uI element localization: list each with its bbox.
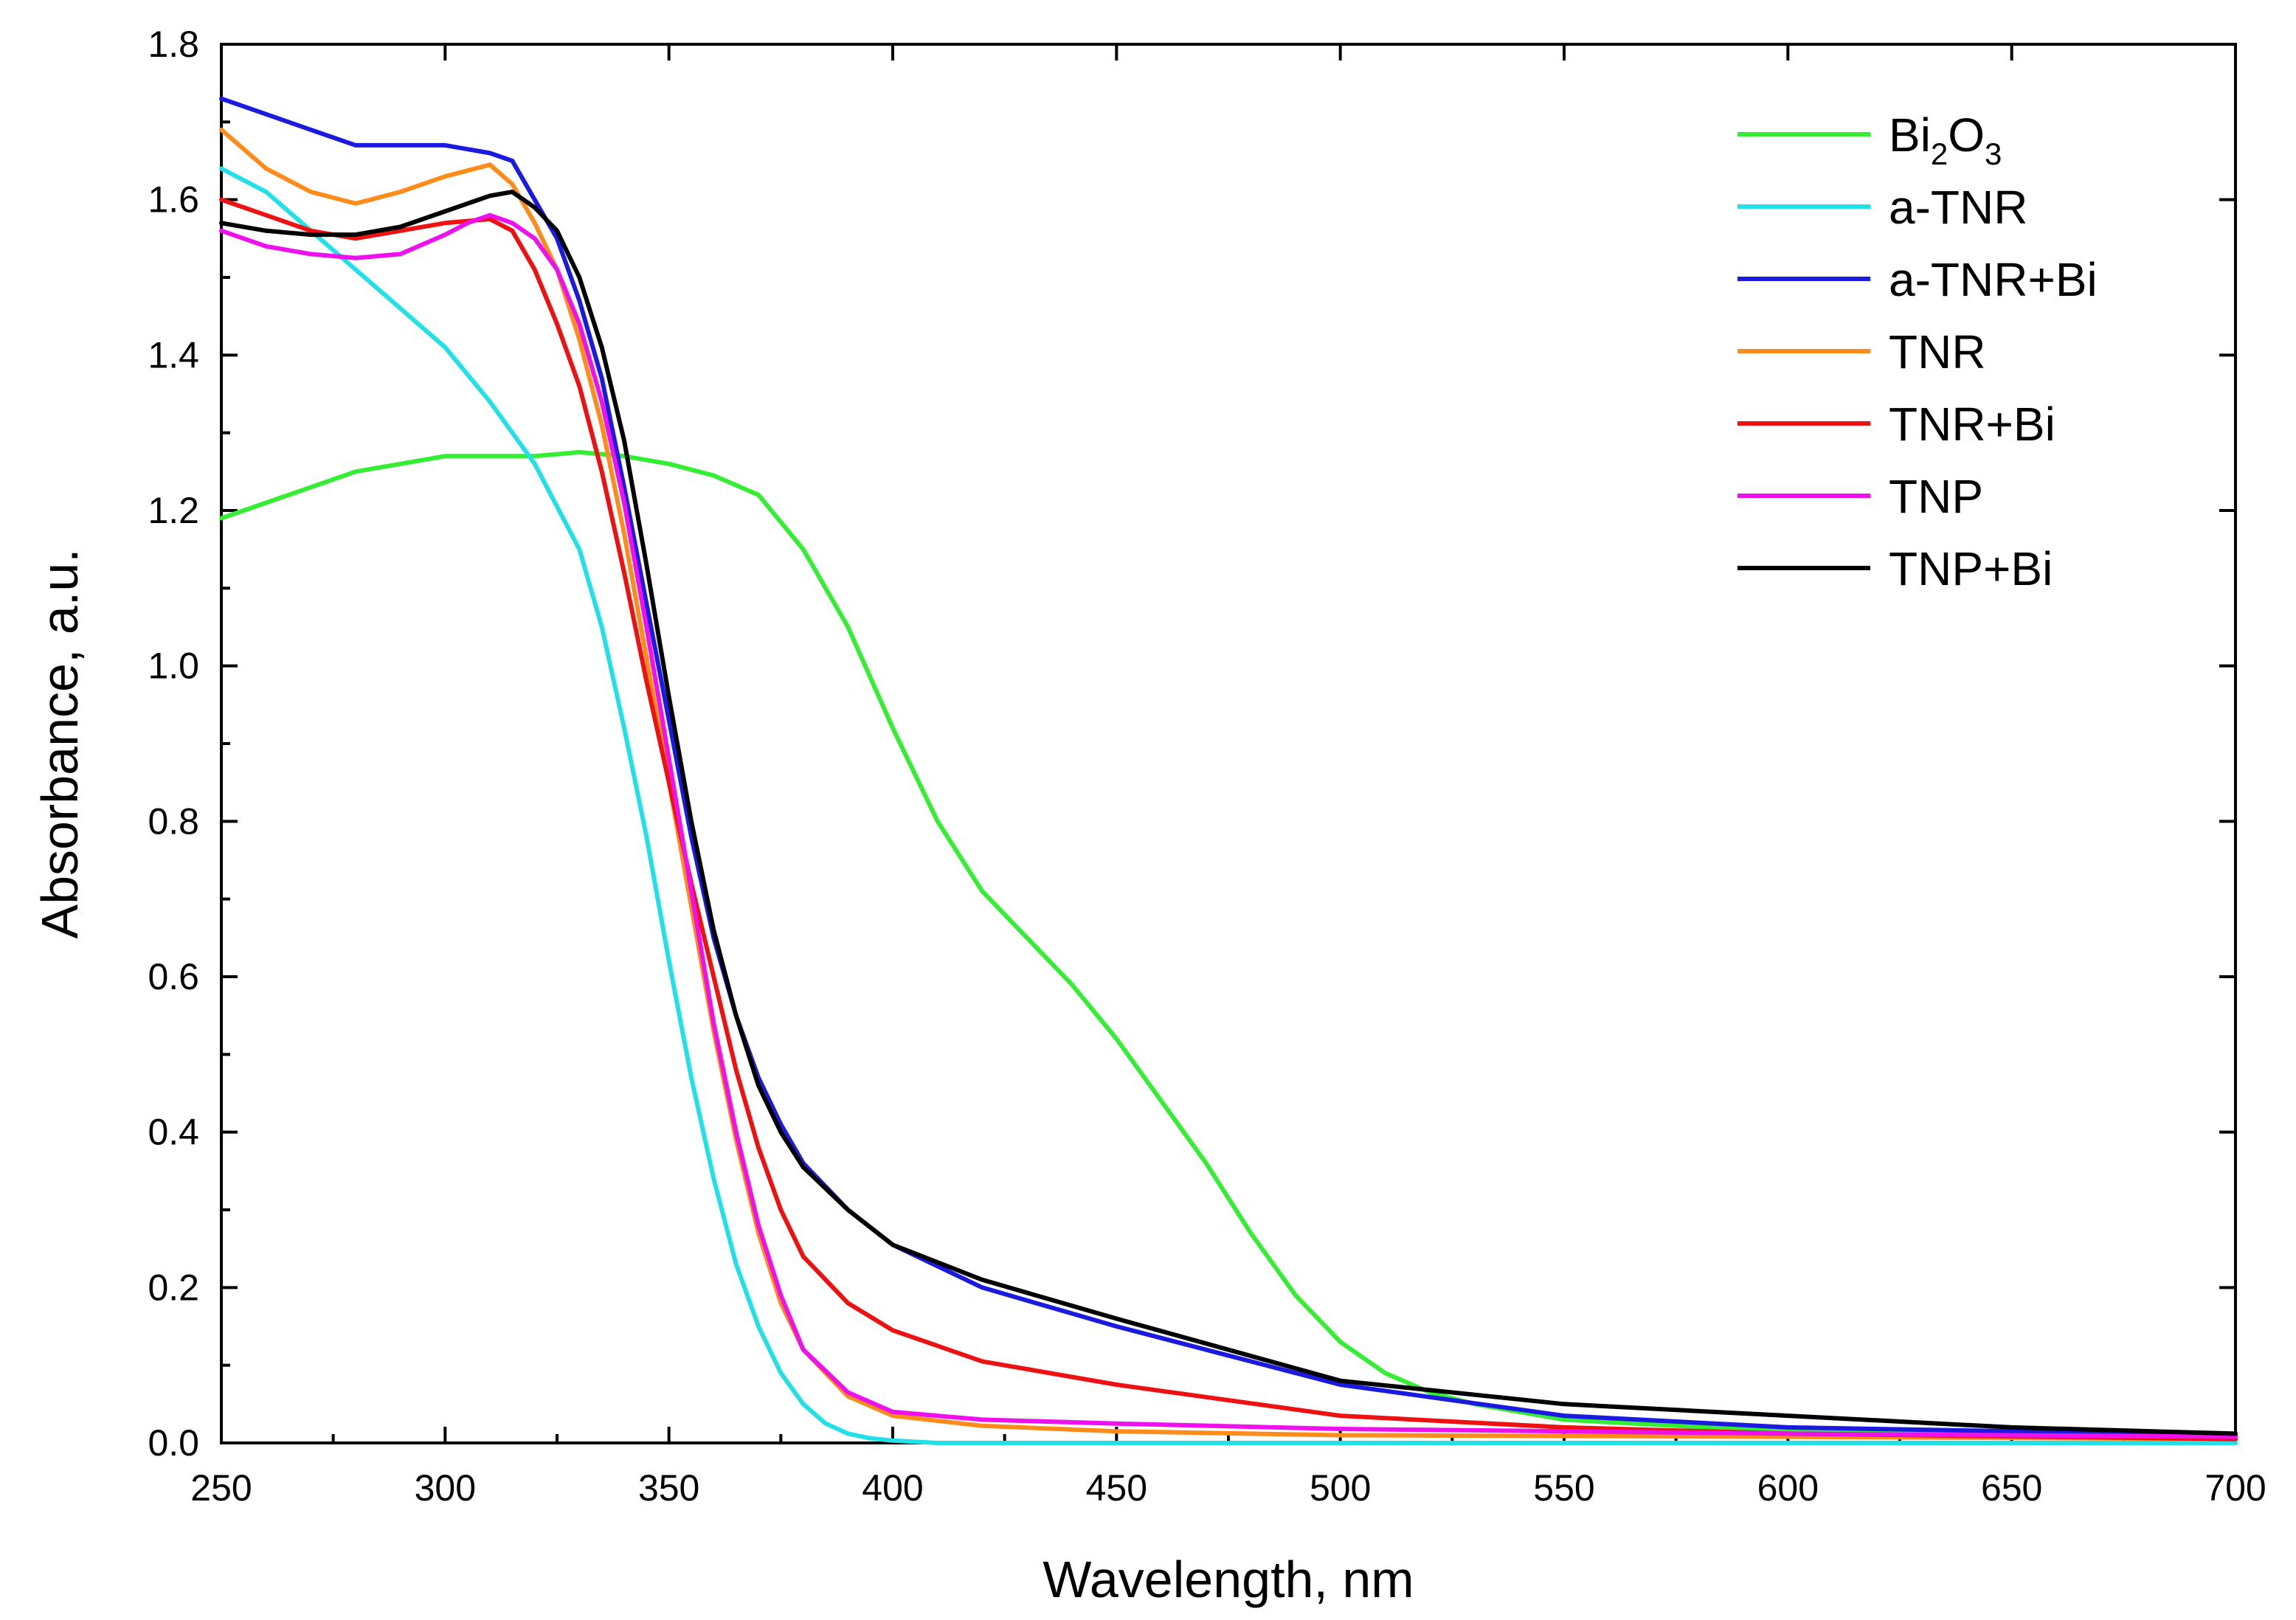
series-line-tnp-bi [219,190,2238,1436]
series-line-bi2o3 [219,450,2238,1438]
y-tick-label: 0.6 [148,956,199,997]
y-tick-label: 1.0 [148,645,199,687]
y-tick-label: 0.8 [148,800,199,842]
x-tick-label: 450 [1086,1467,1147,1509]
y-tick-label: 0.2 [148,1267,199,1308]
y-axis-title: Absorbance, a.u. [31,548,89,938]
x-tick-label: 350 [638,1467,699,1509]
legend-label: TNP+Bi [1889,542,2053,595]
y-tick-label: 1.4 [148,334,199,375]
series-line-tnr-bi [219,197,2238,1441]
x-tick-label: 550 [1533,1467,1594,1509]
x-tick-label: 400 [862,1467,923,1509]
y-tick-label: 1.8 [148,24,199,65]
series-line-a-tnr [219,166,2238,1445]
y-axis: 0.0 0.2 0.4 0.6 0.8 1.0 1.2 1.4 1.6 1.8 [148,24,2236,1464]
legend-label: TNR+Bi [1889,398,2055,451]
x-tick-label: 600 [1757,1467,1819,1509]
series-lines [219,96,2238,1445]
legend: Bi2O3 a-TNR a-TNR+Bi TNR TNR+Bi TNP TNP+Bi [1737,108,2098,595]
x-tick-label: 700 [2205,1467,2266,1509]
y-tick-label: 0.0 [148,1422,199,1464]
x-tick-label: 300 [415,1467,476,1509]
x-tick-label: 500 [1310,1467,1371,1509]
x-tick-label: 650 [1981,1467,2042,1509]
x-tick-label: 250 [190,1467,252,1509]
y-tick-label: 1.2 [148,490,199,531]
x-axis-title: Wavelength, nm [1042,1551,1414,1608]
series-line-a-tnr-bi [219,96,2238,1438]
x-axis: 250 300 350 400 450 500 550 600 650 700 [190,44,2266,1509]
legend-label: a-TNR [1889,181,2027,234]
legend-label: a-TNR+Bi [1889,253,2098,306]
series-line-tnr [219,127,2238,1441]
legend-label: TNR [1889,325,1986,378]
y-tick-label: 0.4 [148,1112,199,1153]
legend-label: Bi2O3 [1889,108,2002,171]
legend-label: TNP [1889,470,1983,523]
y-tick-label: 1.6 [148,179,199,221]
series-line-tnp [219,212,2238,1439]
